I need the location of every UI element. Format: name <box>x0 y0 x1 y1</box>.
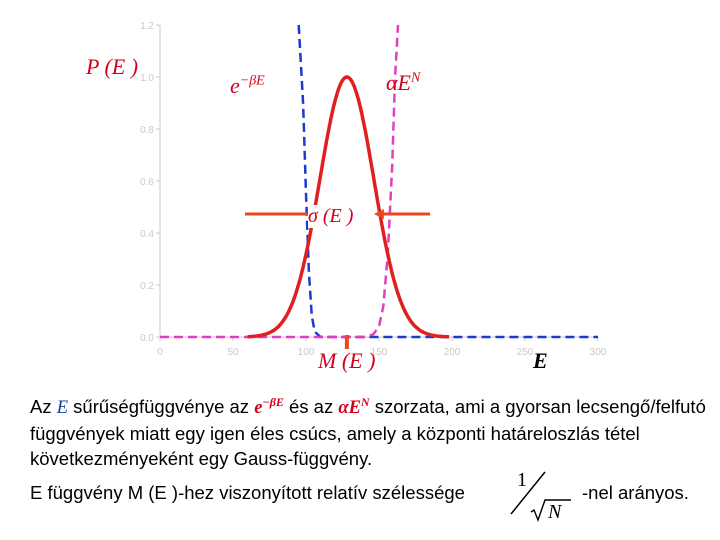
plot-ticks: 0 50 100 150 200 250 300 0.0 0.2 0.4 0.6 0.8 1.0 1.2 <box>140 21 607 358</box>
exp-term-exponent: −βE <box>239 73 265 89</box>
distribution-plot: 0 50 100 150 200 250 300 0.0 0.2 0.4 0.6 0.8 1.0 1.2 <box>140 21 607 358</box>
caption-exp-base: e <box>254 398 263 419</box>
exp-term-base: e <box>230 73 240 98</box>
x-tick-label: 0 <box>157 347 163 358</box>
m-of-e-label: M (E ) <box>318 348 376 373</box>
caption-power-term: αEN <box>338 395 370 419</box>
x-tick-label: 150 <box>371 347 388 358</box>
x-tick-label: 200 <box>444 347 461 358</box>
gaussian-curve <box>247 75 450 339</box>
caption-power-sup: N <box>360 395 370 409</box>
sigma-label: σ (E ) <box>308 205 354 228</box>
one-over-sqrt-n-fraction: 1 N <box>510 469 571 523</box>
x-tick-label: 50 <box>227 347 239 358</box>
x-tick-label: 250 <box>517 347 534 358</box>
energy-axis-label: E <box>533 348 548 373</box>
x-tick-label: 300 <box>590 347 607 358</box>
caption-exp-term: e−βE <box>254 395 284 419</box>
power-term-label: αEN <box>386 70 420 96</box>
caption-text-c: és az <box>283 396 339 418</box>
x-tick-label: 100 <box>298 347 315 358</box>
caption-width-b: -hez viszonyított relatív szélessége <box>178 482 465 503</box>
exponential-decay-curve <box>297 24 598 339</box>
caption-width-text: E függvény M (E )-hez viszonyított relat… <box>30 482 465 504</box>
caption-exp-sup: −βE <box>262 395 284 409</box>
sqrt-radical <box>530 499 571 522</box>
caption-e-symbol: E <box>56 398 69 419</box>
y-tick-label: 0.6 <box>140 177 154 188</box>
caption-width-a: E függvény <box>30 482 128 503</box>
caption-tail: -nel arányos. <box>582 482 689 503</box>
plot-curves <box>160 24 598 339</box>
y-tick-label: 1.0 <box>140 73 154 84</box>
y-tick-label: 0.0 <box>140 333 154 344</box>
sigma-arrows <box>245 209 430 349</box>
fraction-slash <box>510 471 546 515</box>
caption-power-base: αE <box>338 398 361 419</box>
exp-term-label: e−βE <box>230 73 265 99</box>
y-tick-label: 0.8 <box>140 125 154 136</box>
y-tick-label: 0.2 <box>140 281 154 292</box>
y-tick-label: 1.2 <box>140 21 154 32</box>
fraction-numerator: 1 <box>517 469 527 491</box>
sigma-arrow-right-head <box>373 209 384 219</box>
caption-text-a: Az <box>30 396 57 418</box>
caption-m-of-e: M (E ) <box>127 482 179 503</box>
power-law-curve <box>160 24 400 339</box>
y-tick-label: 0.4 <box>140 229 154 240</box>
power-term-exponent: N <box>411 70 421 86</box>
power-term-base: αE <box>386 70 411 95</box>
p-of-e-label: P (E ) <box>86 54 139 79</box>
caption-text-d: szorzata, ami a gyorsan lecsengő/felfutó… <box>30 396 706 470</box>
fraction-denominator: N <box>547 501 563 523</box>
plot-axes <box>159 25 598 338</box>
caption-text-b: sűrűségfüggvénye az <box>68 396 255 418</box>
caption-paragraph: Az E sűrűségfüggvénye az e−βE és az αEN … <box>30 390 710 471</box>
